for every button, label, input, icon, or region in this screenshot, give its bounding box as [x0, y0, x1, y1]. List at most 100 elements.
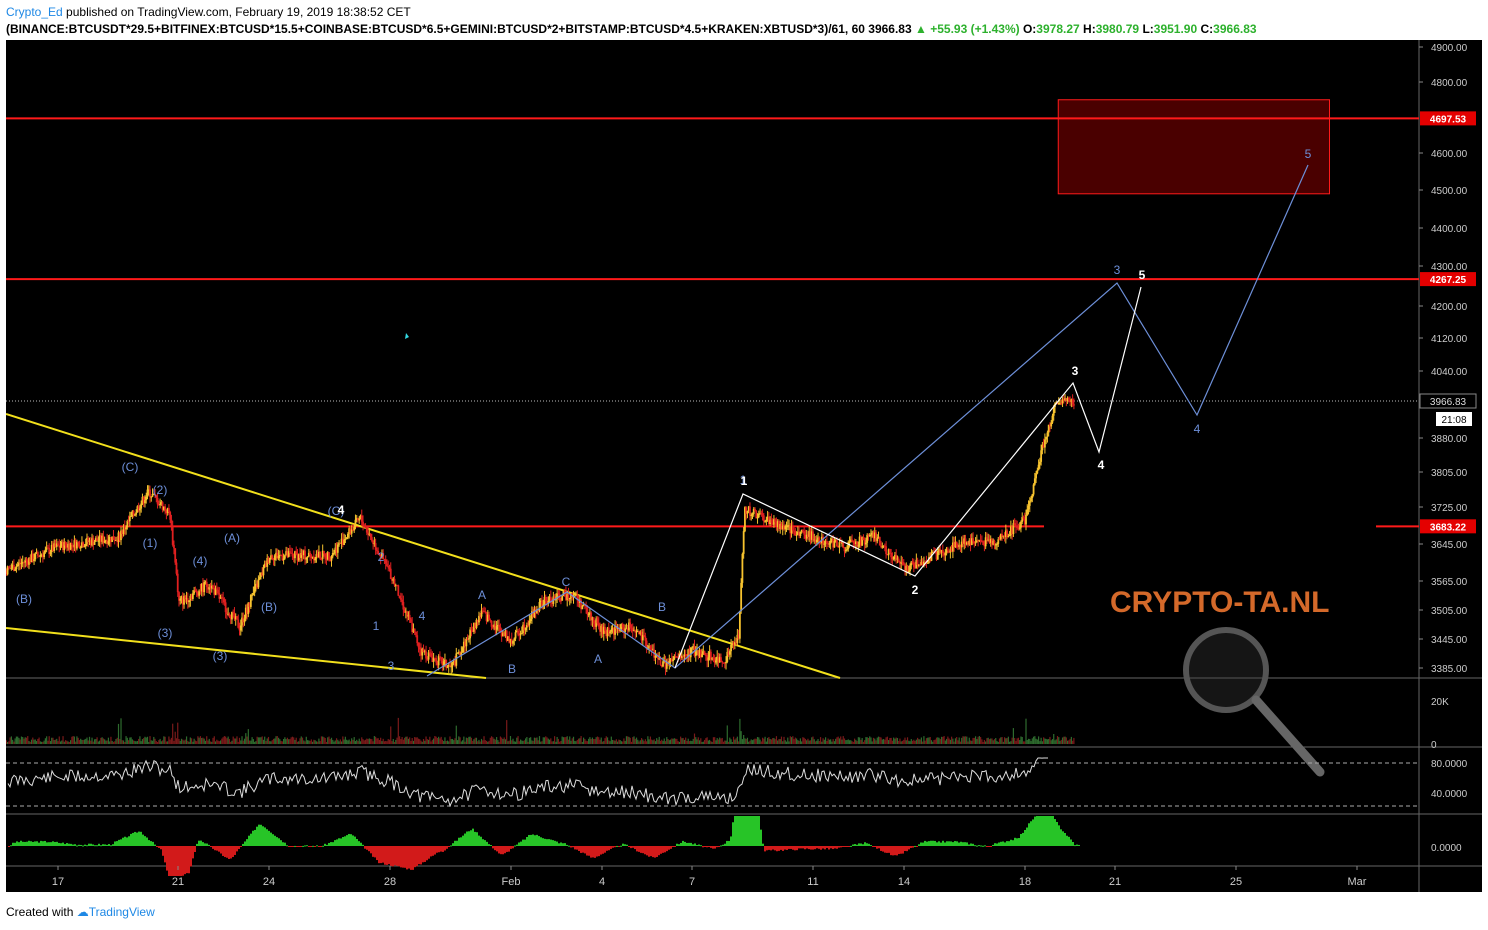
- volume-bar: [796, 738, 798, 744]
- volume-bar: [32, 737, 34, 744]
- oscillator-bar: [412, 846, 414, 870]
- volume-bar: [248, 740, 251, 744]
- candle: [836, 540, 838, 547]
- candle: [270, 555, 272, 558]
- price-chart[interactable]: (B)(C)(2)(1)(3)(4)(A)(B)(3)(C)2143ABCAB1…: [6, 40, 1482, 892]
- oscillator-bar: [1044, 816, 1046, 846]
- oscillator-bar: [302, 845, 304, 847]
- oscillator-bar: [238, 846, 240, 849]
- candle: [895, 555, 898, 560]
- volume-bar: [913, 739, 915, 744]
- candle: [204, 581, 207, 583]
- candle: [53, 543, 56, 551]
- oscillator-bar: [526, 836, 528, 846]
- volume-bar: [317, 741, 319, 744]
- candle: [611, 627, 614, 630]
- footer: Created with ☁TradingView: [6, 905, 155, 919]
- volume-bar: [446, 740, 449, 744]
- oscillator-bar: [528, 834, 530, 846]
- candle: [817, 537, 819, 540]
- candle: [914, 567, 916, 569]
- volume-bar: [1015, 740, 1017, 744]
- oscillator-bar: [772, 846, 774, 850]
- oscillator-bar: [90, 843, 92, 846]
- candle: [410, 619, 412, 623]
- volume-bar: [140, 741, 142, 744]
- oscillator-bar: [652, 846, 654, 858]
- candle: [1022, 517, 1025, 519]
- candle: [1069, 400, 1072, 403]
- volume-bar: [149, 736, 151, 744]
- candle: [20, 563, 23, 565]
- volume-bar: [576, 739, 578, 744]
- volume-bar: [801, 741, 803, 744]
- candle: [510, 639, 513, 644]
- candle: [29, 557, 32, 563]
- oscillator-bar: [900, 846, 902, 854]
- volume-bar: [390, 726, 392, 744]
- oscillator-bar: [788, 846, 790, 849]
- oscillator-bar: [864, 842, 866, 846]
- candle: [21, 562, 24, 564]
- oscillator-bar: [342, 837, 344, 846]
- candle: [924, 561, 927, 563]
- footer-brand[interactable]: TradingView: [88, 905, 155, 919]
- volume-bar: [648, 739, 650, 744]
- volume-bar: [232, 736, 234, 744]
- volume-bar: [71, 736, 73, 744]
- candle: [920, 562, 923, 566]
- volume-bar: [502, 738, 504, 744]
- volume-bar: [375, 736, 377, 744]
- volume-bar: [879, 736, 881, 744]
- volume-bar: [265, 740, 267, 744]
- volume-bar: [929, 736, 931, 744]
- candle: [784, 526, 787, 530]
- candle: [98, 535, 101, 541]
- oscillator-bar: [368, 846, 370, 852]
- oscillator-bar: [284, 842, 286, 846]
- candle: [967, 542, 969, 545]
- candle: [494, 624, 497, 630]
- oscillator-bar: [208, 844, 210, 846]
- candle: [769, 519, 772, 524]
- volume-bar: [803, 737, 805, 744]
- volume-bar: [146, 736, 149, 744]
- candle: [116, 539, 119, 543]
- volume-bar: [6, 741, 9, 744]
- candle: [224, 602, 227, 613]
- candle: [251, 594, 254, 596]
- candle: [657, 654, 659, 659]
- oscillator-bar: [442, 846, 444, 852]
- candle: [745, 507, 748, 514]
- volume-bar: [816, 740, 818, 744]
- volume-bar: [76, 736, 78, 744]
- candle: [311, 556, 314, 558]
- candle: [731, 643, 734, 645]
- rsi-line: [7, 757, 1048, 808]
- volume-bar: [1020, 736, 1022, 744]
- candle: [629, 622, 632, 628]
- oscillator-bar: [916, 846, 918, 847]
- candle: [837, 546, 840, 548]
- chart-frame[interactable]: (B) (C) (2) (1) (3) (4) (A) (B) (3) (C) 2 1 4 3 A B C A B 1…: [6, 40, 1482, 892]
- volume-bar: [821, 741, 823, 744]
- volume-bar: [1025, 718, 1027, 744]
- oscillator-bar: [460, 837, 462, 846]
- volume-bar: [478, 739, 480, 744]
- candle: [699, 649, 702, 658]
- wave-path-blue: [426, 164, 1309, 677]
- author-link[interactable]: Crypto_Ed: [6, 5, 63, 19]
- volume-bar: [574, 740, 576, 744]
- wave-label-white: 4: [338, 503, 345, 517]
- candle: [938, 549, 940, 551]
- candle: [408, 614, 411, 620]
- oscillator-bar: [110, 845, 112, 847]
- oscillator-bar: [890, 846, 892, 856]
- candle: [752, 508, 755, 514]
- volume-bar: [270, 741, 272, 744]
- volume-bar: [729, 737, 731, 744]
- candle: [527, 625, 530, 627]
- oscillator-bar: [174, 846, 176, 876]
- oscillator-bar: [786, 846, 788, 850]
- candle: [339, 542, 342, 544]
